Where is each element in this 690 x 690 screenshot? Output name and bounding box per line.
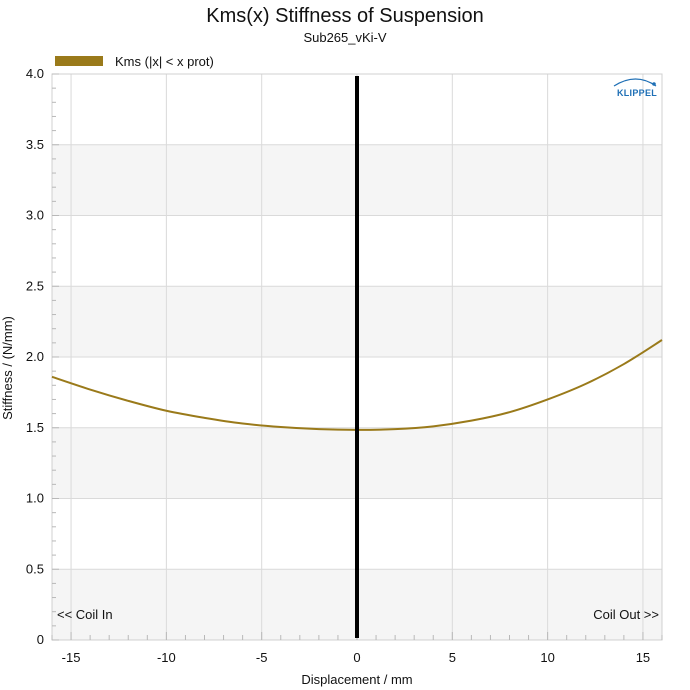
y-tick-label: 1.0 (26, 491, 44, 506)
x-tick-label: 5 (449, 650, 456, 665)
y-tick-labels: 0 0.5 1.0 1.5 2.0 2.5 3.0 3.5 4.0 (26, 66, 44, 647)
coil-in-annotation: << Coil In (57, 607, 113, 622)
y-tick-label: 3.5 (26, 137, 44, 152)
klippel-logo-dot (652, 82, 656, 86)
x-tick-labels: -15 -10 -5 0 5 10 15 (62, 650, 651, 665)
legend-swatch (55, 56, 103, 66)
x-axis-label: Displacement / mm (301, 672, 412, 687)
legend: Kms (|x| < x prot) (55, 54, 214, 69)
chart-title: Kms(x) Stiffness of Suspension (206, 5, 484, 27)
klippel-logo-text: KLIPPEL (617, 88, 657, 98)
klippel-logo: KLIPPEL (613, 78, 657, 98)
x-tick-label: -5 (256, 650, 268, 665)
chart-subtitle: Sub265_vKi-V (303, 30, 386, 45)
x-tick-label: 0 (353, 650, 360, 665)
x-tick-label: 15 (636, 650, 650, 665)
y-axis-label: Stiffness / (N/mm) (0, 316, 15, 420)
legend-label: Kms (|x| < x prot) (115, 54, 214, 69)
x-tick-label: -15 (62, 650, 81, 665)
y-tick-label: 2.0 (26, 349, 44, 364)
y-tick-label: 0 (37, 632, 44, 647)
x-minor-ticks (51, 632, 663, 640)
y-tick-label: 4.0 (26, 66, 44, 81)
y-tick-label: 3.0 (26, 208, 44, 223)
x-tick-label: -10 (157, 650, 176, 665)
coil-out-annotation: Coil Out >> (593, 607, 659, 622)
y-tick-label: 2.5 (26, 278, 44, 293)
x-tick-label: 10 (540, 650, 554, 665)
y-tick-label: 1.5 (26, 420, 44, 435)
y-minor-ticks (52, 73, 59, 641)
y-tick-label: 0.5 (26, 561, 44, 576)
